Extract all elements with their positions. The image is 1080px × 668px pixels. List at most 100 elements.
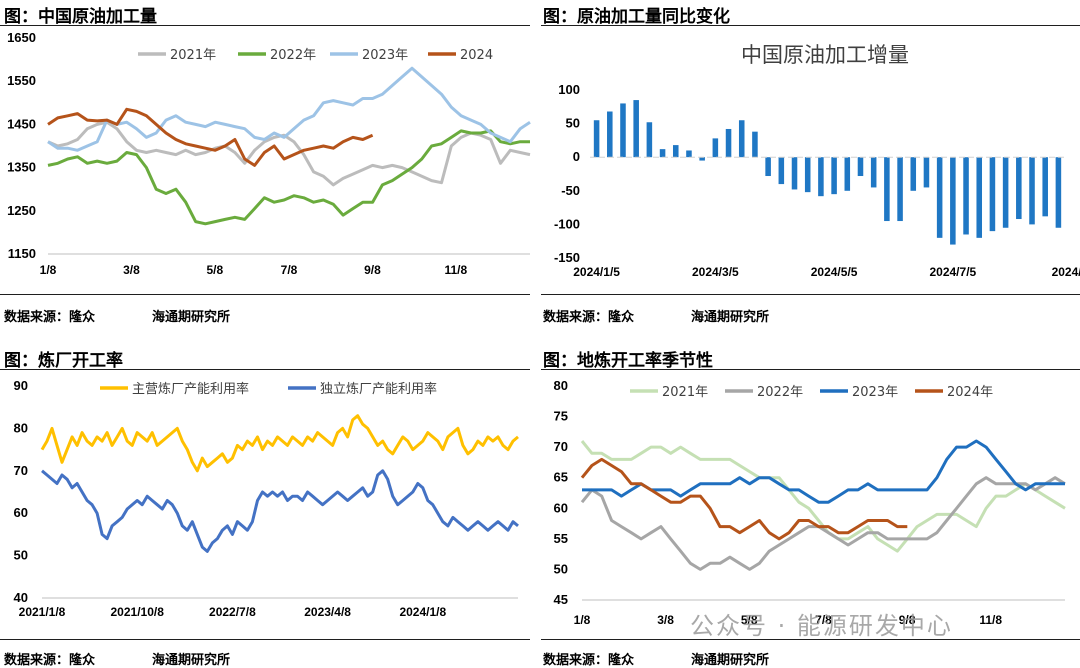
chart1-series-line [47, 66, 531, 152]
chart2-bar [857, 157, 864, 177]
chart2-bar [725, 128, 732, 158]
chart4-svg: 45 50 55 60 65 70 75 80 1/8 3/8 5/8 7/8 9/8 11/8 2021年… [554, 378, 1066, 627]
chart3-y-tick-label: 70 [14, 463, 28, 478]
chart4-y-tick-label: 75 [554, 409, 568, 424]
chart2-bar [897, 157, 903, 222]
chart4-legend-label: 2022年 [757, 385, 803, 400]
chart2-bar [1016, 157, 1022, 220]
chart1-title: 图：中国原油加工量 [4, 7, 157, 27]
chart2-inner-title: 中国原油加工增量 [741, 43, 909, 67]
chart4-legend-label: 2024年 [947, 385, 993, 400]
chart3-source-rule [0, 639, 530, 640]
chart3-x-tick-label: 2023/4/8 [304, 605, 351, 619]
chart3-title: 图：炼厂开工率 [4, 351, 123, 371]
chart2-source: 数据来源：隆众 [543, 310, 635, 325]
chart3-series-line [41, 469, 519, 553]
chart4-y-tick-label: 70 [554, 439, 568, 454]
chart2-bar [607, 111, 613, 158]
chart3-y-tick-label: 50 [14, 548, 28, 563]
chart4-series-line [580, 476, 1066, 571]
chart2-bar [831, 157, 837, 195]
chart1-series-line [47, 120, 531, 187]
chart1-series-line [47, 107, 374, 167]
chart2-x-tick-label: 2024/5/5 [811, 265, 858, 279]
chart3-svg: 40 50 60 70 80 90 2021/1/8 2021/10/8 2022/7/8 202… [14, 378, 519, 619]
chart2-bar [738, 120, 745, 158]
chart2-bar [963, 157, 969, 235]
chart4-series-line [582, 439, 1065, 504]
chart4-x-tick-label: 1/8 [574, 613, 591, 627]
chart4-institute: 海通期研究所 [691, 653, 770, 668]
chart4-title: 图：地炼开工率季节性 [543, 351, 713, 371]
chart2-bar [818, 157, 824, 197]
chart3-legend-label: 主营炼厂产能利用率 [132, 381, 249, 397]
chart1-y-tick-label: 1550 [7, 73, 36, 88]
chart2-bar [633, 100, 639, 158]
chart1-x-tick-label: 7/8 [281, 263, 298, 277]
chart4-y-tick-label: 55 [554, 531, 568, 546]
chart4-source-rule [541, 639, 1080, 640]
chart4-y-tick-label: 45 [554, 592, 568, 607]
chart2-y-tick-label: 50 [566, 116, 580, 131]
chart3-legend-label: 独立炼厂产能利用率 [320, 381, 437, 397]
chart4-x-tick-label: 7/8 [815, 613, 832, 627]
chart1-svg: 1150 1250 1350 1450 1550 1650 1/8 3/8 5/8 7/8 9/8 1… [7, 30, 531, 277]
chart1-legend-label: 2024 [460, 48, 493, 63]
chart1-y-tick-label: 1150 [8, 246, 36, 261]
chart3-x-tick-label: 2022/7/8 [209, 605, 256, 619]
chart2-bar [1055, 157, 1062, 228]
chart2-title: 图：原油加工量同比变化 [543, 7, 730, 27]
chart3-institute: 海通期研究所 [152, 653, 231, 668]
chart4-x-tick-label: 11/8 [979, 613, 1002, 627]
chart4-series-line [580, 457, 908, 541]
chart1-x-tick-label: 3/8 [123, 263, 140, 277]
chart2-bar [950, 157, 956, 245]
chart1-legend-label: 2021年 [170, 48, 216, 63]
chart2-bar [844, 157, 851, 191]
chart2-y-tick-label: -100 [554, 216, 580, 231]
chart2-bar [659, 149, 666, 158]
chart3-title-rule [0, 369, 530, 370]
chart4-source: 数据来源：隆众 [543, 653, 635, 668]
chart2-svg: -150 -100 -50 0 50 100 中国原油加工增量 2024/1/5 2024/3/… [554, 43, 1080, 279]
chart4-y-tick-label: 65 [554, 470, 568, 485]
chart2-bar [936, 157, 943, 238]
chart2-bar [672, 145, 679, 158]
chart2-y-tick-label: -150 [554, 250, 580, 265]
chart2-y-tick-label: 0 [573, 149, 580, 164]
chart2-bar [804, 157, 811, 193]
chart3-y-tick-label: 60 [14, 505, 28, 520]
chart3-series-line [40, 414, 519, 473]
chart2-bar [765, 157, 771, 177]
chart2-bar [620, 103, 626, 158]
chart2-bar [989, 157, 996, 232]
chart2-bar [884, 157, 890, 222]
chart2-bar [778, 157, 785, 185]
chart1-y-tick-label: 1650 [7, 30, 36, 45]
chart3-x-tick-label: 2024/1/8 [399, 605, 446, 619]
chart2-institute: 海通期研究所 [691, 310, 770, 325]
chart1-legend-label: 2023年 [362, 48, 408, 63]
chart2-x-tick-label: 2024/3/5 [692, 265, 739, 279]
chart2-bar [1042, 157, 1048, 217]
chart4-y-tick-label: 60 [554, 500, 568, 515]
chart1-source-rule [0, 294, 530, 295]
chart1-title-rule [0, 25, 530, 26]
watermark: 公众号 · 能源研发中心 [690, 612, 953, 640]
chart4-legend-label: 2021年 [662, 385, 708, 400]
chart2-bar [712, 138, 719, 158]
chart2-bar [870, 157, 877, 188]
chart2-source-rule [541, 294, 1080, 295]
chart2-bar [699, 157, 705, 161]
chart4-x-tick-label: 5/8 [741, 613, 758, 627]
chart1-y-tick-label: 1450 [7, 116, 36, 131]
chart1-x-tick-label: 5/8 [207, 263, 224, 277]
chart3-y-tick-label: 40 [14, 590, 28, 605]
chart2-bar [646, 122, 653, 158]
chart3-y-tick-label: 90 [14, 378, 28, 393]
chart2-x-tick-label: 2024/9/ [1052, 265, 1080, 279]
chart2-bar [1002, 157, 1009, 228]
chart3-x-tick-label: 2021/10/8 [111, 605, 165, 619]
chart4-x-tick-label: 9/8 [899, 613, 916, 627]
chart4-y-tick-label: 50 [554, 561, 568, 576]
